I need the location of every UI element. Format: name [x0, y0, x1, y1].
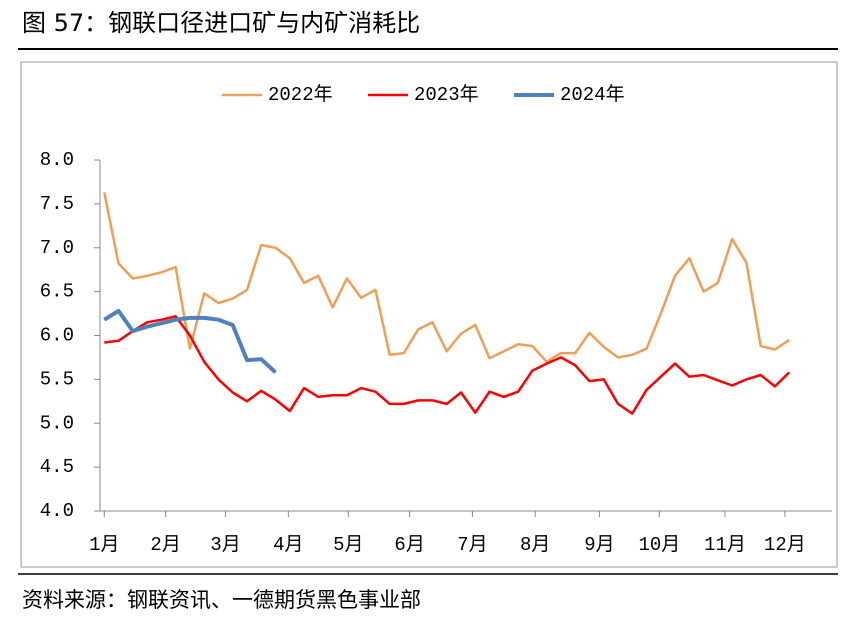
page-title: 图 57：钢联口径进口矿与内矿消耗比: [22, 9, 420, 37]
x-tick-label: 9月: [584, 534, 614, 556]
y-tick-label: 6.5: [40, 281, 74, 303]
x-tick-label: 4月: [273, 534, 303, 556]
legend-label: 2023年: [414, 83, 479, 106]
source-note: 资料来源：钢联资讯、一德期货黑色事业部: [22, 588, 421, 612]
x-tick-label: 2月: [150, 534, 180, 556]
x-tick-label: 11月: [704, 534, 746, 556]
series-line: [104, 314, 791, 415]
y-tick-label: 8.0: [40, 149, 74, 171]
y-tick-label: 6.0: [40, 325, 74, 347]
legend-label: 2024年: [560, 83, 625, 106]
x-tick-label: 5月: [333, 534, 363, 556]
y-tick-label: 4.0: [40, 500, 74, 522]
x-tick-label: 1月: [89, 534, 119, 556]
x-tick-label: 7月: [457, 534, 487, 556]
x-tick-label: 8月: [520, 534, 550, 556]
x-tick-label: 12月: [764, 534, 806, 556]
series-line: [103, 308, 277, 374]
x-tick-label: 10月: [638, 534, 680, 556]
series-line: [103, 192, 790, 364]
chart-frame: [20, 61, 838, 568]
plot: 4.0 4.5 5.0 5.5 6.0 6.5 7.0 7.5 8.0 1月 2月 3月 4月 5月 6月 7…: [40, 83, 832, 556]
y-tick-label: 7.5: [40, 193, 74, 215]
x-tick-label: 3月: [210, 534, 240, 556]
x-tick-label: 6月: [394, 534, 424, 556]
legend-label: 2022年: [268, 83, 333, 106]
y-tick-label: 5.0: [40, 412, 74, 434]
y-tick-label: 7.0: [40, 237, 74, 259]
y-tick-label: 4.5: [40, 456, 74, 478]
y-tick-label: 5.5: [40, 368, 74, 390]
